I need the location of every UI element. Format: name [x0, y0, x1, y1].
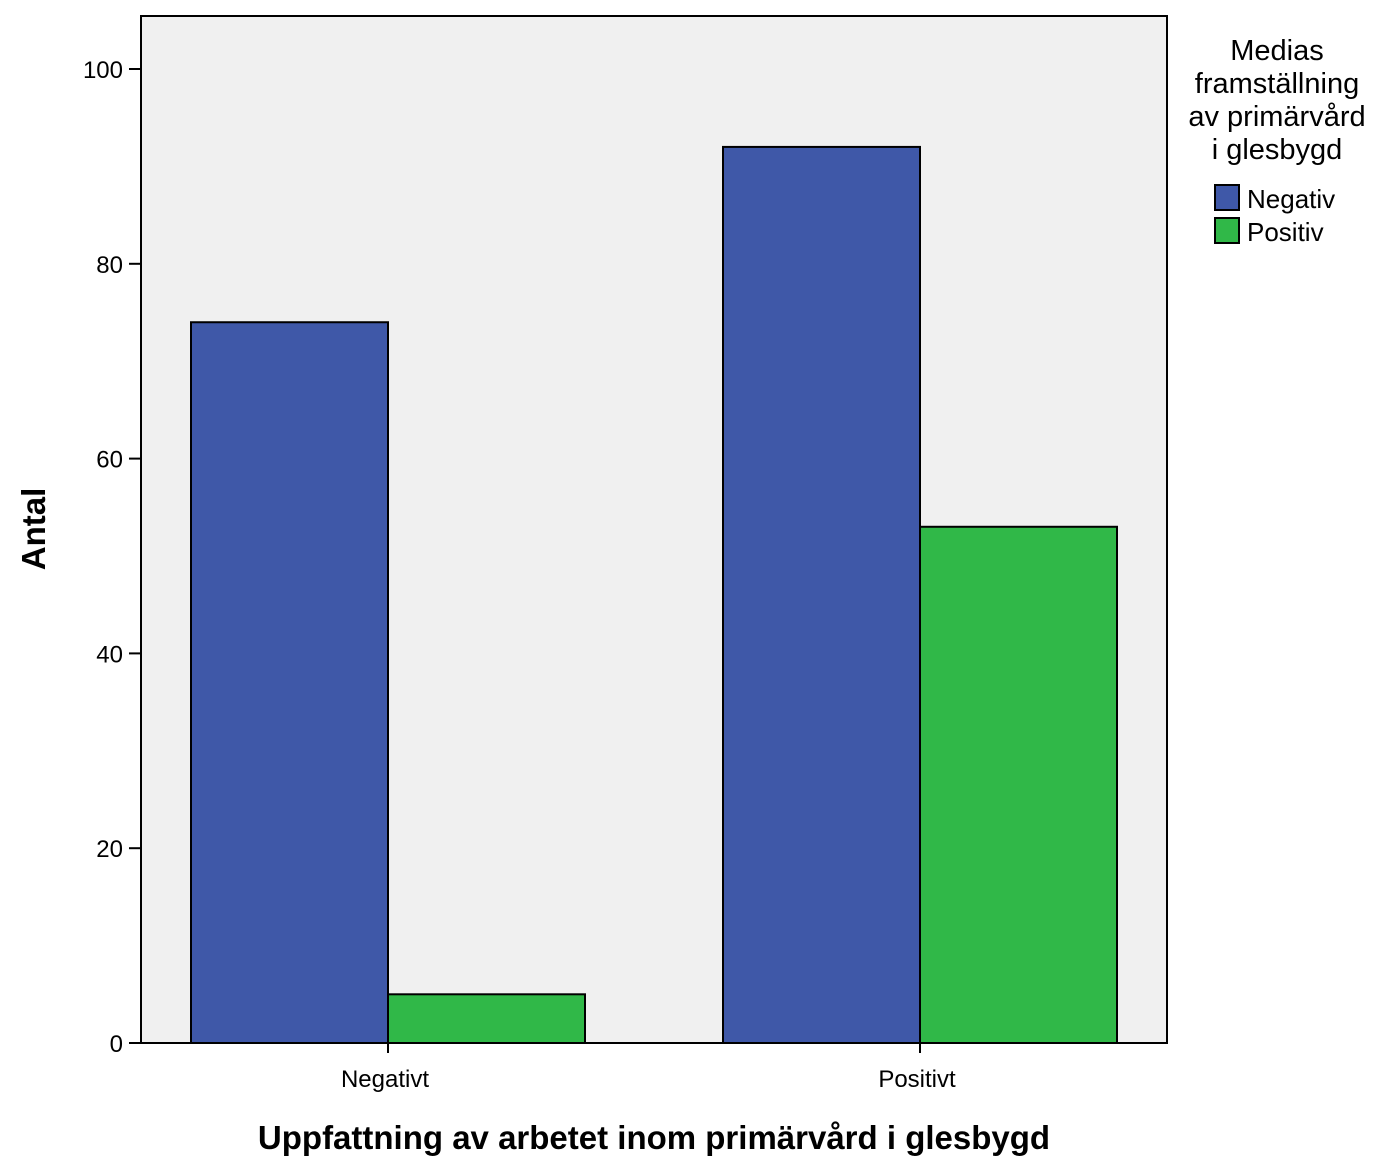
legend-swatch-positiv [1214, 217, 1240, 244]
legend: Medias framställning av primärvård i glesby… [1188, 35, 1365, 247]
y-tick-label-0: 0 [110, 1031, 123, 1058]
legend-label-positiv: Positiv [1247, 217, 1324, 247]
bars-layer [190, 145, 1118, 1045]
bar-positiv-negativt [387, 993, 586, 1044]
legend-swatch-negativ [1214, 184, 1240, 211]
legend-title-line: av primärvård [1188, 101, 1365, 133]
y-tick-label-60: 60 [96, 447, 123, 474]
y-tick-label-80: 80 [96, 252, 123, 279]
legend-title-line: i glesbygd [1212, 134, 1343, 166]
bar-negativ-negativt [190, 321, 389, 1044]
bar-positiv-positivt [919, 525, 1118, 1044]
x-axis: Negativt Positivt [341, 1043, 956, 1093]
legend-title-line: Medias [1230, 35, 1324, 67]
x-axis-title: Uppfattning av arbetet inom primärvård i… [258, 1119, 1050, 1156]
x-tick-label-negativt: Negativt [341, 1066, 429, 1093]
y-tick-label-40: 40 [96, 641, 123, 668]
y-axis-title: Antal [15, 488, 52, 571]
legend-title-line: framställning [1195, 68, 1359, 100]
y-tick-label-100: 100 [83, 57, 123, 84]
y-tick-label-20: 20 [96, 836, 123, 863]
legend-title: Medias framställning av primärvård i glesby… [1188, 35, 1365, 166]
x-tick-label-positivt: Positivt [878, 1066, 956, 1093]
bar-negativ-positivt [722, 145, 921, 1045]
legend-label-negativ: Negativ [1247, 184, 1335, 214]
y-axis: 0 20 40 60 80 100 [83, 57, 141, 1058]
